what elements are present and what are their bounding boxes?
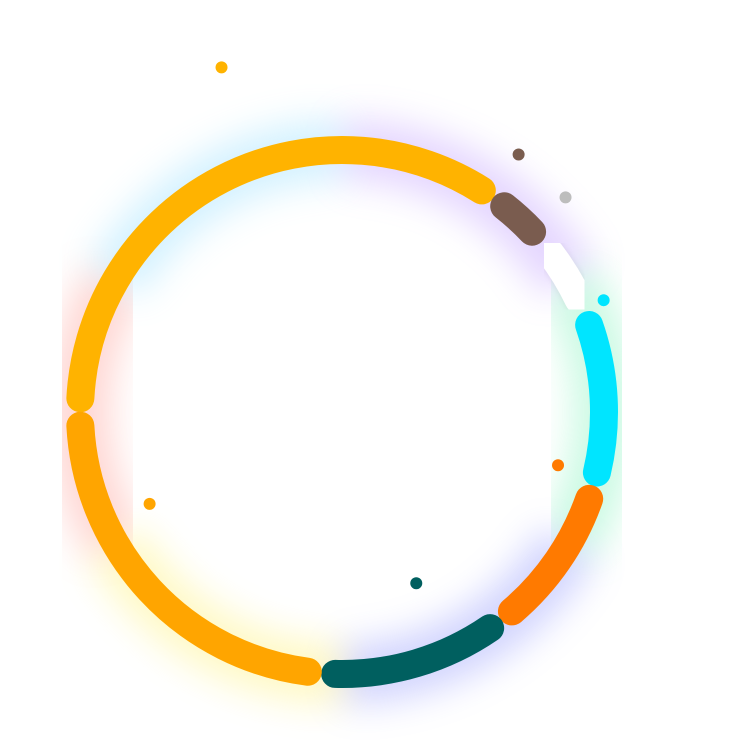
pin-dot-s3 [559,191,572,204]
pin-dot-s5 [552,459,565,472]
pin-dot-s6 [410,577,423,590]
pin-dot-s1 [215,61,228,74]
pin-dot-s2 [512,148,525,161]
pin-dot-s4 [597,294,610,307]
slice-s6[interactable] [321,614,505,688]
pin-dot-s7 [143,497,156,510]
slice-s2[interactable] [490,192,547,246]
slice-s7[interactable] [66,411,322,686]
slice-s5[interactable] [497,484,604,626]
slice-s3[interactable] [535,238,593,314]
ring-layer [66,136,618,688]
slice-s1[interactable] [66,136,496,413]
slice-s4[interactable] [575,310,618,487]
